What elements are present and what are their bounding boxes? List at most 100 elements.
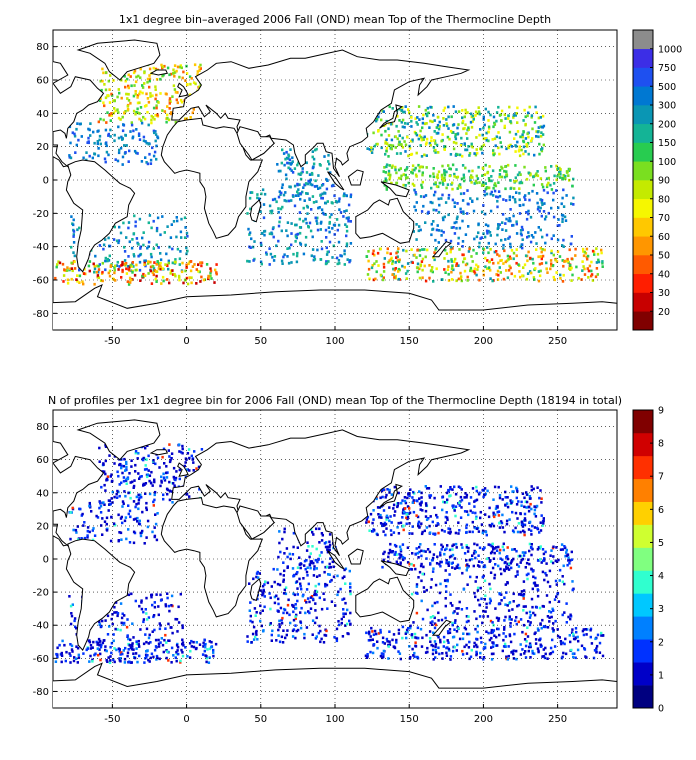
- data-cell: [414, 636, 417, 639]
- data-cell: [569, 614, 573, 618]
- data-cell: [522, 119, 525, 122]
- data-cell: [164, 627, 167, 630]
- data-cell: [498, 194, 502, 198]
- data-cell: [560, 202, 563, 206]
- data-cell: [128, 541, 132, 544]
- data-cell: [129, 481, 132, 484]
- data-cell: [181, 626, 184, 630]
- data-cell: [171, 273, 175, 276]
- data-cell: [522, 580, 526, 583]
- data-cell: [280, 191, 283, 195]
- data-cell: [381, 524, 384, 528]
- data-cell: [441, 181, 444, 184]
- data-cell: [433, 506, 436, 509]
- data-cell: [178, 65, 182, 69]
- data-cell: [455, 264, 458, 267]
- data-cell: [406, 561, 410, 564]
- data-cell: [390, 166, 394, 169]
- data-cell: [149, 641, 152, 644]
- data-cell: [256, 196, 259, 200]
- data-cell: [279, 550, 282, 554]
- data-cell: [434, 181, 437, 184]
- data-cell: [445, 646, 448, 650]
- data-cell: [400, 174, 403, 178]
- data-cell: [296, 182, 299, 186]
- data-cell: [551, 607, 554, 611]
- data-cell: [429, 174, 432, 178]
- data-cell: [504, 165, 507, 168]
- data-cell: [457, 521, 460, 524]
- data-cell: [450, 258, 453, 261]
- data-cell: [147, 658, 150, 662]
- data-cell: [408, 532, 411, 535]
- data-cell: [282, 629, 285, 632]
- data-cell: [495, 273, 498, 276]
- data-cell: [420, 501, 423, 505]
- data-cell: [342, 194, 345, 198]
- data-cell: [401, 499, 404, 502]
- data-cell: [410, 633, 413, 637]
- data-cell: [452, 123, 456, 126]
- data-cell: [250, 641, 253, 644]
- data-cell: [307, 610, 310, 613]
- data-cell: [178, 450, 181, 453]
- landmass: [236, 126, 275, 161]
- data-cell: [451, 504, 454, 508]
- data-cell: [169, 111, 173, 114]
- data-cell: [130, 278, 133, 282]
- data-cell: [415, 583, 419, 586]
- data-cell: [74, 625, 77, 629]
- data-cell: [161, 275, 165, 279]
- data-cell: [137, 507, 140, 511]
- data-cell: [73, 619, 76, 623]
- data-cell: [380, 489, 384, 493]
- data-cell: [184, 457, 188, 460]
- data-cell: [169, 269, 173, 273]
- data-cell: [366, 273, 370, 276]
- data-cell: [450, 270, 453, 274]
- data-cell: [68, 155, 71, 159]
- data-cell: [437, 229, 441, 232]
- data-cell: [178, 477, 181, 481]
- data-cell: [406, 166, 409, 169]
- data-cell: [415, 514, 418, 517]
- data-cell: [397, 143, 400, 147]
- data-cell: [512, 600, 515, 603]
- data-cell: [181, 654, 185, 658]
- data-cell: [284, 592, 288, 596]
- data-cell: [524, 500, 527, 503]
- data-cell: [441, 508, 444, 512]
- data-cell: [415, 547, 418, 550]
- data-cell: [511, 195, 515, 199]
- data-cell: [518, 198, 521, 202]
- data-cell: [520, 590, 524, 593]
- data-cell: [436, 173, 439, 177]
- data-cell: [296, 546, 299, 549]
- data-cell: [460, 543, 463, 546]
- data-cell: [106, 527, 109, 531]
- data-cell: [406, 122, 409, 126]
- data-cell: [155, 263, 158, 266]
- data-cell: [277, 602, 280, 606]
- data-cell: [460, 177, 464, 181]
- data-cell: [474, 627, 477, 631]
- data-cell: [134, 451, 137, 455]
- data-cell: [318, 574, 321, 577]
- data-cell: [474, 526, 477, 530]
- data-cell: [175, 650, 178, 654]
- data-cell: [422, 586, 426, 589]
- data-cell: [451, 561, 454, 565]
- data-cell: [297, 188, 300, 191]
- data-cell: [505, 217, 508, 221]
- data-cell: [422, 565, 425, 569]
- data-cell: [73, 134, 77, 138]
- data-cell: [95, 514, 98, 518]
- data-cell: [384, 171, 387, 174]
- data-cell: [491, 138, 494, 141]
- data-cell: [446, 183, 450, 186]
- data-cell: [392, 507, 395, 510]
- data-cell: [559, 176, 562, 179]
- data-cell: [411, 139, 414, 143]
- data-cell: [380, 133, 383, 137]
- data-cell: [128, 472, 131, 475]
